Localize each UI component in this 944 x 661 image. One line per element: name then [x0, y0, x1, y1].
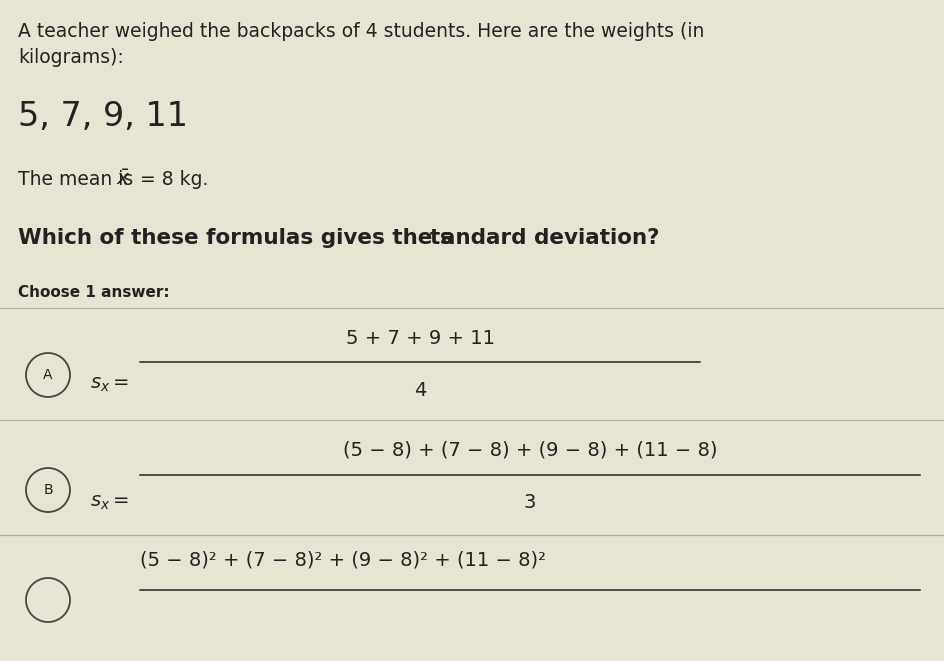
Text: 5 + 7 + 9 + 11: 5 + 7 + 9 + 11: [346, 329, 495, 348]
Text: The mean is: The mean is: [18, 170, 140, 189]
Text: Which of these formulas gives the s: Which of these formulas gives the s: [18, 228, 453, 248]
Text: t: t: [430, 228, 440, 248]
Text: Choose 1 answer:: Choose 1 answer:: [18, 285, 170, 300]
Text: $s_x =$: $s_x =$: [90, 492, 129, 512]
Text: 5, 7, 9, 11: 5, 7, 9, 11: [18, 100, 188, 133]
Text: andard deviation?: andard deviation?: [441, 228, 660, 248]
Text: 3: 3: [524, 494, 536, 512]
Text: = 8 kg.: = 8 kg.: [134, 170, 209, 189]
Text: 4: 4: [413, 381, 426, 399]
Text: A teacher weighed the backpacks of 4 students. Here are the weights (in: A teacher weighed the backpacks of 4 stu…: [18, 22, 704, 41]
Text: $s_x =$: $s_x =$: [90, 375, 129, 395]
Text: (5 − 8)² + (7 − 8)² + (9 − 8)² + (11 − 8)²: (5 − 8)² + (7 − 8)² + (9 − 8)² + (11 − 8…: [140, 551, 546, 570]
Text: A: A: [43, 368, 53, 382]
Text: kilograms):: kilograms):: [18, 48, 124, 67]
Text: (5 − 8) + (7 − 8) + (9 − 8) + (11 − 8): (5 − 8) + (7 − 8) + (9 − 8) + (11 − 8): [343, 440, 717, 459]
Text: $\bar{x}$: $\bar{x}$: [116, 170, 130, 189]
Text: B: B: [43, 483, 53, 497]
